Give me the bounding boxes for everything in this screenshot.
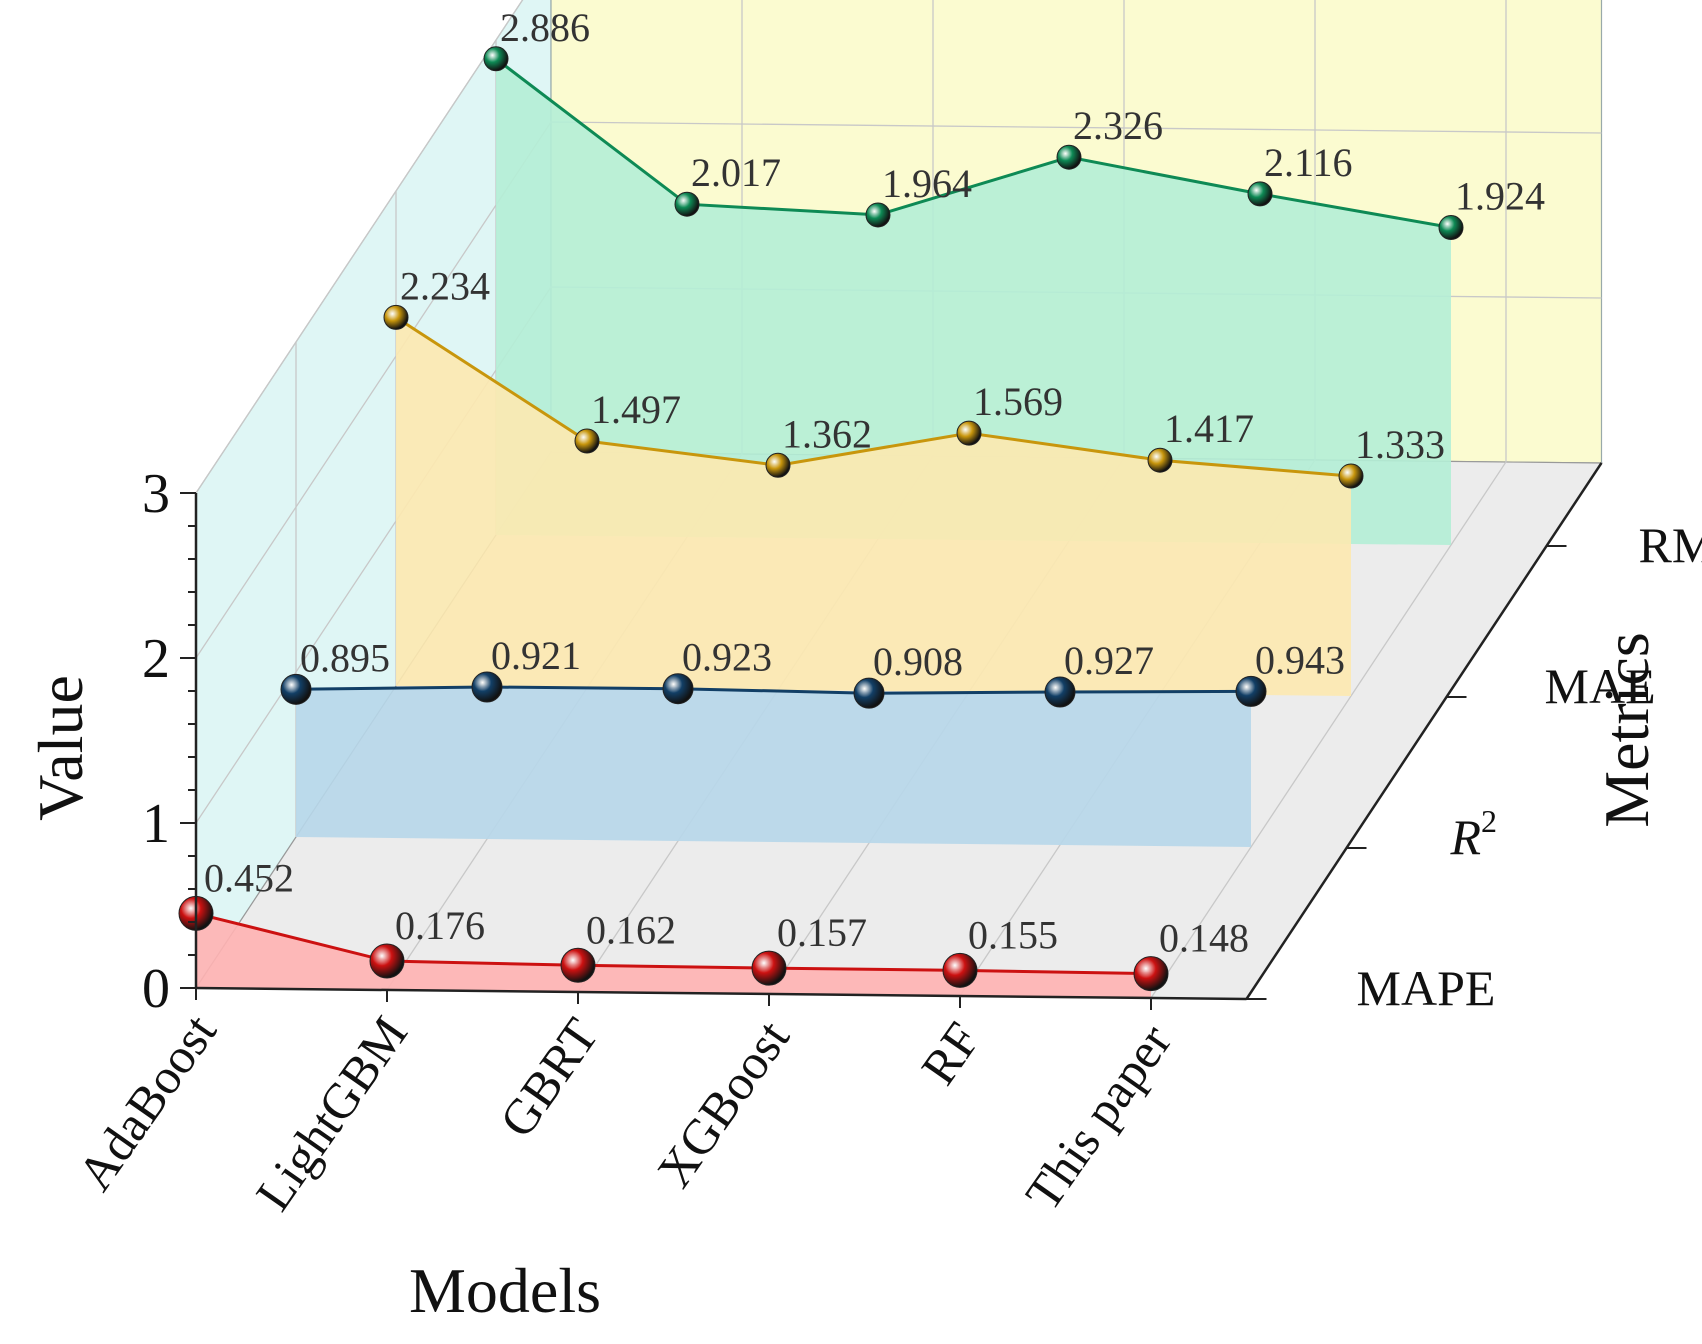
data-label: 2.234 (400, 263, 490, 308)
z-tick-label: MAPE (1357, 960, 1496, 1016)
x-tick-label: RF (910, 1012, 991, 1094)
data-point (575, 429, 599, 453)
data-label: 0.162 (586, 907, 676, 952)
data-point (675, 192, 699, 216)
data-point (943, 953, 977, 987)
data-point (957, 421, 981, 445)
data-point (866, 203, 890, 227)
data-point (1134, 957, 1168, 991)
data-point (766, 453, 790, 477)
data-label: 0.176 (395, 903, 485, 948)
z-axis-title: Metrics (1591, 632, 1662, 828)
x-axis-title: Models (409, 1255, 601, 1326)
data-label: 1.569 (973, 379, 1063, 424)
data-label: 0.943 (1255, 637, 1345, 682)
data-point (561, 948, 595, 982)
data-label: 0.148 (1159, 916, 1249, 961)
data-point (384, 305, 408, 329)
data-point (1439, 216, 1463, 240)
data-label: 1.964 (882, 161, 972, 206)
data-label: 0.927 (1064, 638, 1154, 683)
data-label: 0.155 (968, 912, 1058, 957)
data-label: 1.924 (1455, 174, 1545, 219)
data-label: 2.017 (691, 150, 781, 195)
x-tick-label: LightGBM (245, 1006, 418, 1220)
y-tick-label: 2 (142, 628, 170, 690)
x-tick-label: AdaBoost (66, 1004, 227, 1200)
data-label: 2.326 (1073, 103, 1163, 148)
data-label: 0.452 (204, 855, 294, 900)
x-tick-label: GBRT (488, 1008, 609, 1147)
data-point (370, 944, 404, 978)
data-label: 0.895 (300, 635, 390, 680)
data-point (752, 951, 786, 985)
data-point (1057, 145, 1081, 169)
z-tick-label: R2 (1450, 803, 1498, 865)
data-label: 0.921 (491, 633, 581, 678)
y-tick-label: 1 (142, 793, 170, 855)
data-point (1339, 464, 1363, 488)
data-point (1248, 182, 1272, 206)
x-tick-label: XGBoost (646, 1010, 800, 1197)
y-axis-title: Value (25, 675, 96, 821)
data-label: 0.923 (682, 635, 772, 680)
data-label: 1.333 (1355, 422, 1445, 467)
data-label: 1.362 (782, 411, 872, 456)
y-tick-label: 0 (142, 958, 170, 1020)
data-label: 2.886 (500, 5, 590, 50)
data-point (484, 47, 508, 71)
data-label: 0.157 (777, 910, 867, 955)
data-label: 1.417 (1164, 406, 1254, 451)
y-tick-label: 3 (142, 463, 170, 525)
data-label: 0.908 (873, 639, 963, 684)
data-point (1148, 448, 1172, 472)
z-tick-label: RMSE (1639, 517, 1702, 573)
data-label: 2.116 (1264, 140, 1353, 185)
data-label: 1.497 (591, 387, 681, 432)
series-area (296, 687, 1251, 847)
x-tick-label: This paper (1014, 1014, 1182, 1220)
